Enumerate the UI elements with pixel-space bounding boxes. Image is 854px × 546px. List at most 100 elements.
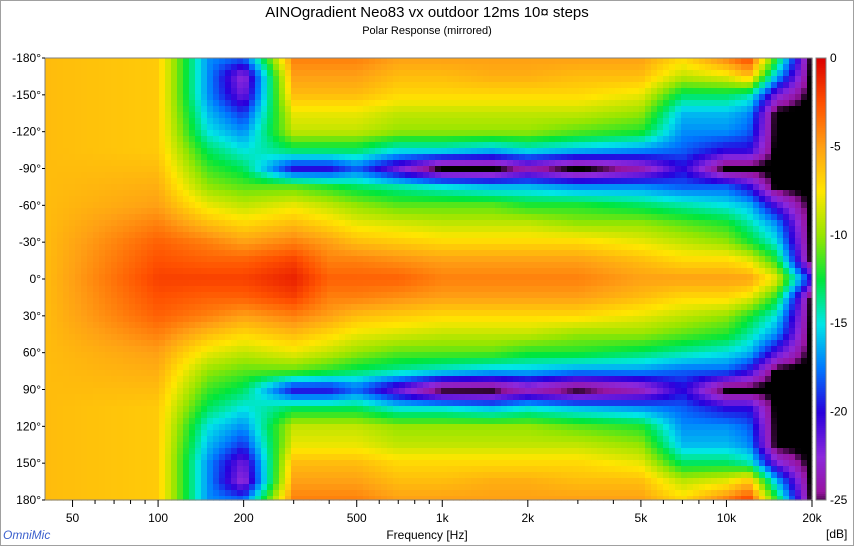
- heatmap-cell: [237, 280, 244, 287]
- heatmap-cell: [531, 280, 538, 287]
- heatmap-cell: [99, 220, 106, 227]
- heatmap-cell: [687, 196, 694, 203]
- heatmap-cell: [669, 220, 676, 227]
- heatmap-cell: [543, 70, 550, 77]
- heatmap-cell: [207, 238, 214, 245]
- heatmap-cell: [453, 268, 460, 275]
- heatmap-cell: [225, 76, 232, 83]
- heatmap-cell: [375, 196, 382, 203]
- heatmap-cell: [249, 160, 256, 167]
- heatmap-cell: [99, 118, 106, 125]
- heatmap-cell: [303, 148, 310, 155]
- heatmap-cell: [231, 166, 238, 173]
- heatmap-cell: [339, 148, 346, 155]
- heatmap-cell: [753, 58, 760, 65]
- heatmap-cell: [351, 208, 358, 215]
- heatmap-cell: [57, 136, 64, 143]
- heatmap-cell: [351, 130, 358, 137]
- heatmap-cell: [189, 76, 196, 83]
- heatmap-cell: [453, 124, 460, 131]
- heatmap-cell: [807, 166, 813, 173]
- heatmap-cell: [165, 268, 172, 275]
- heatmap-cell: [141, 148, 148, 155]
- heatmap-cell: [399, 70, 406, 77]
- heatmap-cell: [621, 250, 628, 257]
- heatmap-cell: [369, 226, 376, 233]
- heatmap-cell: [747, 70, 754, 77]
- heatmap-cell: [135, 118, 142, 125]
- heatmap-cell: [219, 70, 226, 77]
- heatmap-cell: [165, 82, 172, 89]
- heatmap-cell: [759, 244, 766, 251]
- heatmap-cell: [213, 214, 220, 221]
- heatmap-cell: [573, 148, 580, 155]
- heatmap-cell: [501, 172, 508, 179]
- heatmap-cell: [543, 142, 550, 149]
- heatmap-cell: [453, 280, 460, 287]
- heatmap-cell: [771, 112, 778, 119]
- heatmap-cell: [339, 220, 346, 227]
- heatmap-cell: [267, 70, 274, 77]
- heatmap-cell: [69, 88, 76, 95]
- heatmap-cell: [63, 238, 70, 245]
- heatmap-cell: [615, 256, 622, 263]
- heatmap-cell: [123, 136, 130, 143]
- heatmap-cell: [255, 202, 262, 209]
- heatmap-cell: [177, 178, 184, 185]
- heatmap-cell: [765, 160, 772, 167]
- heatmap-cell: [501, 190, 508, 197]
- heatmap-cell: [525, 82, 532, 89]
- heatmap-cell: [375, 244, 382, 251]
- heatmap-cell: [477, 124, 484, 131]
- heatmap-cell: [339, 106, 346, 113]
- heatmap-cell: [633, 82, 640, 89]
- heatmap-cell: [561, 178, 568, 185]
- heatmap-cell: [195, 172, 202, 179]
- heatmap-cell: [447, 76, 454, 83]
- heatmap-cell: [789, 274, 796, 281]
- heatmap-cell: [693, 124, 700, 131]
- heatmap-cell: [501, 202, 508, 209]
- heatmap-cell: [621, 58, 628, 65]
- heatmap-cell: [525, 208, 532, 215]
- heatmap-cell: [357, 244, 364, 251]
- heatmap-cell: [387, 178, 394, 185]
- heatmap-cell: [51, 142, 58, 149]
- heatmap-cell: [165, 106, 172, 113]
- heatmap-cell: [567, 172, 574, 179]
- heatmap-cell: [441, 100, 448, 107]
- heatmap-cell: [375, 238, 382, 245]
- heatmap-cell: [759, 124, 766, 131]
- heatmap-cell: [549, 142, 556, 149]
- heatmap-cell: [657, 82, 664, 89]
- heatmap-cell: [495, 142, 502, 149]
- heatmap-cell: [591, 196, 598, 203]
- heatmap-cell: [189, 268, 196, 275]
- heatmap-cell: [93, 196, 100, 203]
- heatmap-cell: [777, 64, 784, 71]
- heatmap-cell: [747, 202, 754, 209]
- heatmap-cell: [171, 64, 178, 71]
- heatmap-cell: [75, 196, 82, 203]
- heatmap-cell: [585, 190, 592, 197]
- heatmap-cell: [57, 220, 64, 227]
- heatmap-cell: [51, 292, 58, 299]
- heatmap-cell: [687, 172, 694, 179]
- heatmap-cell: [291, 226, 298, 233]
- heatmap-cell: [669, 136, 676, 143]
- heatmap-cell: [771, 94, 778, 101]
- heatmap-cell: [795, 214, 802, 221]
- heatmap-cell: [93, 142, 100, 149]
- heatmap-cell: [375, 214, 382, 221]
- heatmap-cell: [231, 94, 238, 101]
- heatmap-cell: [753, 118, 760, 125]
- heatmap-cell: [165, 124, 172, 131]
- heatmap-cell: [309, 226, 316, 233]
- heatmap-cell: [333, 112, 340, 119]
- heatmap-cell: [177, 274, 184, 281]
- heatmap-cell: [333, 286, 340, 293]
- heatmap-cell: [183, 58, 190, 65]
- heatmap-cell: [639, 124, 646, 131]
- heatmap-cell: [345, 262, 352, 269]
- heatmap-cell: [795, 118, 802, 125]
